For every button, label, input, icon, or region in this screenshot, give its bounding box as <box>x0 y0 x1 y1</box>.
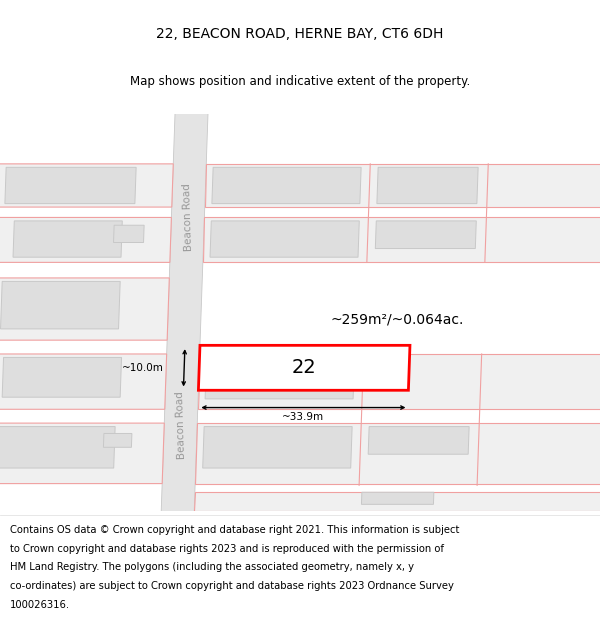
Text: Beacon Road: Beacon Road <box>175 391 187 459</box>
Polygon shape <box>212 168 361 204</box>
Text: 22, BEACON ROAD, HERNE BAY, CT6 6DH: 22, BEACON ROAD, HERNE BAY, CT6 6DH <box>157 27 443 41</box>
Polygon shape <box>2 357 122 397</box>
Polygon shape <box>5 168 136 204</box>
Polygon shape <box>377 168 478 204</box>
Text: co-ordinates) are subject to Crown copyright and database rights 2023 Ordnance S: co-ordinates) are subject to Crown copyr… <box>10 581 454 591</box>
Polygon shape <box>203 217 600 262</box>
Text: to Crown copyright and database rights 2023 and is reproduced with the permissio: to Crown copyright and database rights 2… <box>10 544 444 554</box>
Text: HM Land Registry. The polygons (including the associated geometry, namely x, y: HM Land Registry. The polygons (includin… <box>10 562 414 572</box>
Polygon shape <box>103 434 132 447</box>
Polygon shape <box>0 354 167 409</box>
Polygon shape <box>13 221 122 258</box>
Polygon shape <box>376 221 476 249</box>
Polygon shape <box>1 281 120 329</box>
Polygon shape <box>210 221 359 258</box>
Text: Map shows position and indicative extent of the property.: Map shows position and indicative extent… <box>130 76 470 88</box>
Polygon shape <box>0 278 169 340</box>
Polygon shape <box>0 217 172 262</box>
Polygon shape <box>195 423 600 484</box>
Polygon shape <box>368 427 469 454</box>
Polygon shape <box>203 427 352 468</box>
Text: Contains OS data © Crown copyright and database right 2021. This information is : Contains OS data © Crown copyright and d… <box>10 525 460 535</box>
Polygon shape <box>0 164 173 207</box>
Polygon shape <box>194 492 600 511</box>
Polygon shape <box>161 114 208 511</box>
Text: ~33.9m: ~33.9m <box>283 412 325 422</box>
Polygon shape <box>199 346 410 390</box>
Text: ~10.0m: ~10.0m <box>122 362 164 372</box>
Text: Beacon Road: Beacon Road <box>182 183 194 251</box>
Polygon shape <box>0 427 115 468</box>
Polygon shape <box>0 423 164 484</box>
Text: ~259m²/~0.064ac.: ~259m²/~0.064ac. <box>330 312 463 326</box>
Text: 100026316.: 100026316. <box>10 600 70 610</box>
Polygon shape <box>113 225 144 242</box>
Polygon shape <box>205 357 355 399</box>
Polygon shape <box>205 164 600 207</box>
Text: 22: 22 <box>292 358 317 377</box>
Polygon shape <box>361 492 434 504</box>
Polygon shape <box>198 354 600 409</box>
